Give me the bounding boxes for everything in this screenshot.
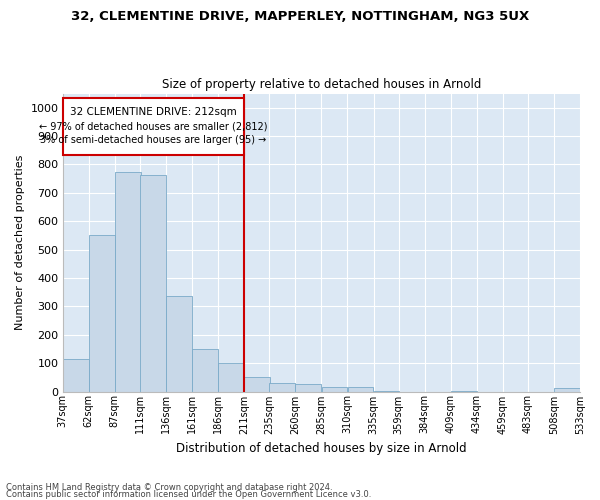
Text: Contains HM Land Registry data © Crown copyright and database right 2024.: Contains HM Land Registry data © Crown c… [6, 484, 332, 492]
Text: 32, CLEMENTINE DRIVE, MAPPERLEY, NOTTINGHAM, NG3 5UX: 32, CLEMENTINE DRIVE, MAPPERLEY, NOTTING… [71, 10, 529, 23]
Y-axis label: Number of detached properties: Number of detached properties [15, 155, 25, 330]
Bar [166, 296, 192, 392]
Bar [295, 384, 321, 392]
Bar [192, 349, 218, 392]
Bar [322, 387, 347, 392]
Bar [89, 234, 115, 392]
Bar [374, 390, 400, 392]
Bar [115, 172, 141, 392]
Bar [554, 388, 580, 392]
Title: Size of property relative to detached houses in Arnold: Size of property relative to detached ho… [161, 78, 481, 91]
Bar [63, 360, 89, 392]
Text: 32 CLEMENTINE DRIVE: 212sqm: 32 CLEMENTINE DRIVE: 212sqm [70, 107, 237, 117]
Bar [218, 363, 244, 392]
Bar [140, 176, 166, 392]
Bar [269, 383, 295, 392]
Bar [347, 388, 373, 392]
Text: Contains public sector information licensed under the Open Government Licence v3: Contains public sector information licen… [6, 490, 371, 499]
Bar [244, 377, 270, 392]
Text: 3% of semi-detached houses are larger (95) →: 3% of semi-detached houses are larger (9… [40, 136, 266, 145]
X-axis label: Distribution of detached houses by size in Arnold: Distribution of detached houses by size … [176, 442, 467, 455]
Bar [63, 98, 244, 154]
Text: ← 97% of detached houses are smaller (2,812): ← 97% of detached houses are smaller (2,… [39, 121, 268, 131]
